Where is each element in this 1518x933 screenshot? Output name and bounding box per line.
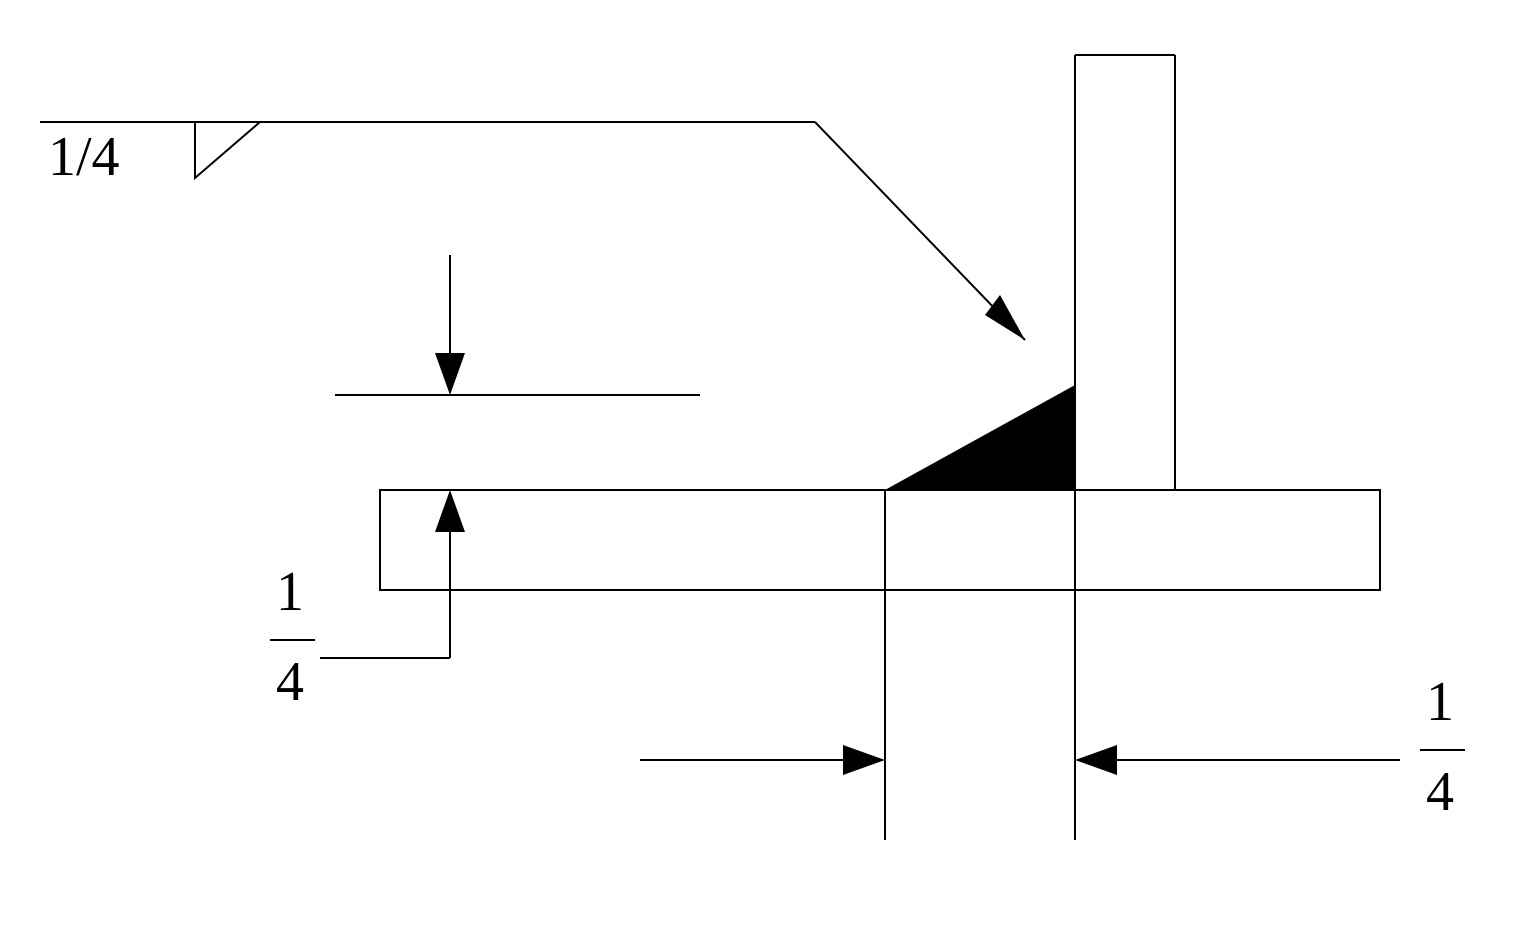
fillet-weld bbox=[885, 385, 1075, 490]
dim-horizontal-denominator: 4 bbox=[1426, 761, 1454, 823]
weld-diagram: 1/4 1 4 1 4 bbox=[0, 0, 1518, 933]
dim-vertical-denominator: 4 bbox=[276, 651, 304, 713]
dim-horizontal-numerator: 1 bbox=[1426, 671, 1454, 733]
weld-size-text: 1/4 bbox=[48, 126, 120, 188]
dim-vertical-numerator: 1 bbox=[276, 561, 304, 623]
weld-symbol: 1/4 bbox=[40, 122, 1025, 340]
dim-vertical: 1 4 bbox=[270, 255, 700, 713]
dim-horizontal: 1 4 bbox=[640, 490, 1465, 840]
vertical-member bbox=[1075, 55, 1175, 490]
horizontal-member bbox=[380, 490, 1380, 590]
